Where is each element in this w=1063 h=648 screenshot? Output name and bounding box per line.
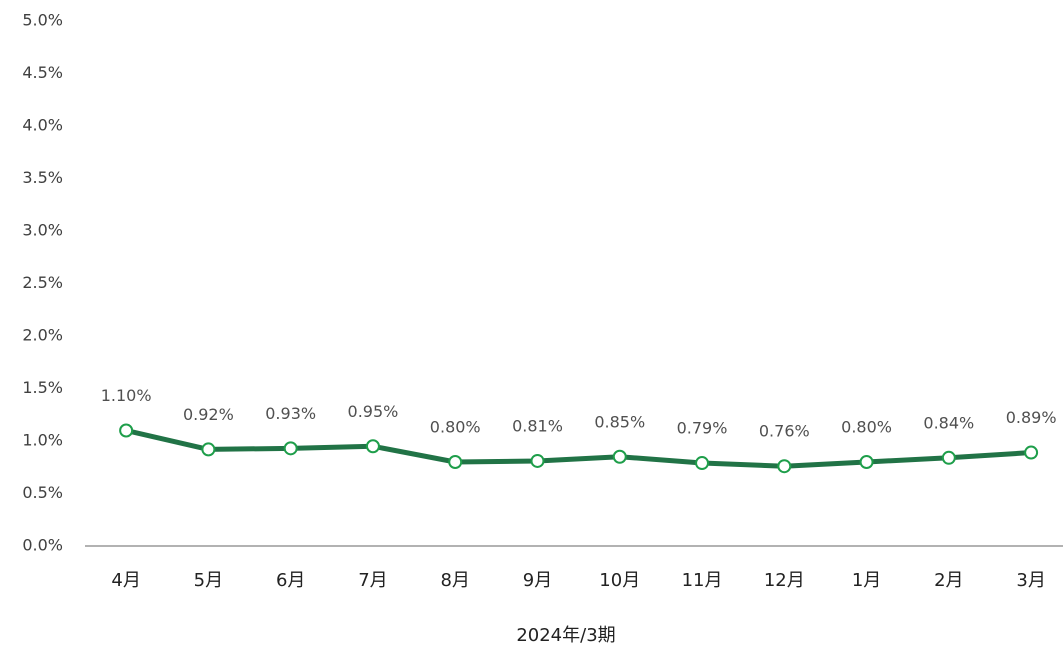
data-label: 0.93% (265, 404, 316, 423)
x-tick-label: 5月 (194, 570, 223, 591)
y-tick-label: 4.5% (22, 63, 63, 82)
y-tick-label: 5.0% (22, 11, 63, 30)
y-tick-label: 3.5% (22, 168, 63, 187)
marker (777, 459, 792, 474)
data-label: 0.84% (923, 413, 974, 432)
data-label: 0.89% (1006, 408, 1057, 427)
x-tick-label: 8月 (440, 570, 469, 591)
x-axis-title: 2024年/3期 (516, 625, 615, 646)
marker (201, 442, 216, 457)
data-label: 1.10% (101, 386, 152, 405)
y-tick-label: 1.0% (22, 431, 63, 450)
y-tick-label: 2.0% (22, 326, 63, 345)
y-tick-label: 0.5% (22, 483, 63, 502)
x-tick-label: 10月 (599, 570, 640, 591)
marker (365, 439, 380, 454)
data-label: 0.81% (512, 416, 563, 435)
marker (530, 453, 545, 468)
marker (1024, 445, 1039, 460)
y-tick-label: 1.5% (22, 378, 63, 397)
marker (859, 455, 874, 469)
marker (941, 450, 956, 465)
y-tick-label: 4.0% (22, 116, 63, 135)
x-tick-label: 7月 (358, 570, 387, 591)
data-label: 0.85% (594, 412, 645, 431)
marker (283, 441, 298, 456)
x-tick-label: 6月 (276, 570, 305, 591)
data-label: 0.76% (759, 422, 810, 441)
y-tick-label: 2.5% (22, 273, 63, 292)
x-tick-label: 9月 (523, 570, 552, 591)
marker (119, 423, 134, 438)
data-label: 0.95% (348, 402, 399, 421)
x-tick-label: 2月 (934, 570, 963, 591)
y-tick-label: 3.0% (22, 221, 63, 240)
line (125, 428, 1032, 469)
marker (448, 455, 463, 469)
x-tick-label: 11月 (682, 570, 723, 591)
x-tick-label: 4月 (111, 570, 140, 591)
marker (612, 449, 627, 464)
x-tick-label: 12月 (764, 570, 805, 591)
data-label: 0.80% (841, 418, 892, 437)
data-label: 0.79% (677, 419, 728, 438)
data-label: 0.92% (183, 405, 234, 424)
y-tick-label: 0.0% (22, 536, 63, 555)
data-label: 0.80% (430, 418, 481, 437)
x-tick-label: 1月 (852, 570, 881, 591)
x-tick-label: 3月 (1016, 570, 1045, 591)
marker (695, 456, 710, 471)
